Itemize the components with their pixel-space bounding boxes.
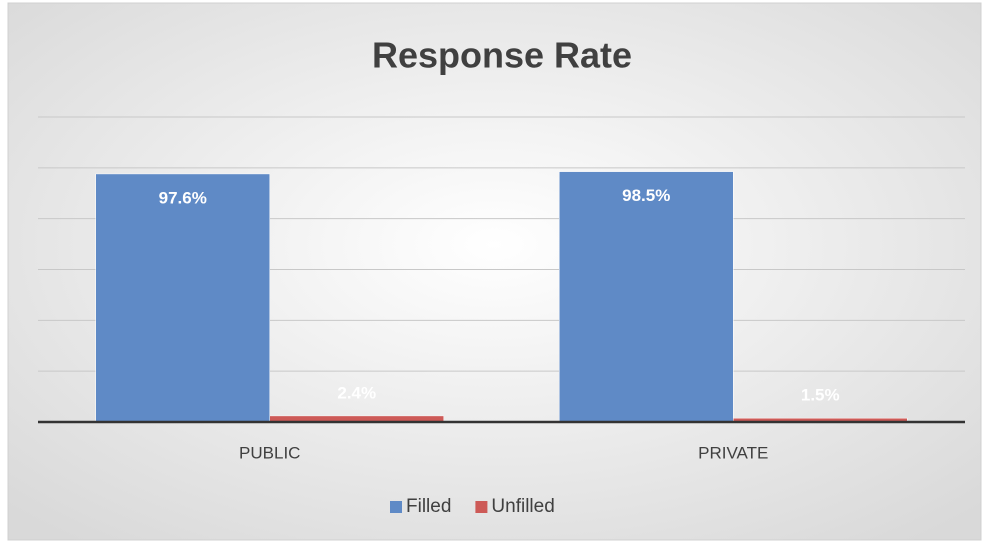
x-tick-label: PUBLIC xyxy=(239,443,300,462)
data-label: 98.5% xyxy=(622,186,670,205)
chart-title: Response Rate xyxy=(372,35,632,76)
data-label: 97.6% xyxy=(159,188,207,207)
x-tick-label: PRIVATE xyxy=(698,443,768,462)
bar xyxy=(95,173,270,423)
legend-swatch xyxy=(390,501,402,513)
data-label: 1.5% xyxy=(801,386,840,405)
bar xyxy=(559,171,734,423)
legend-label: Filled xyxy=(406,496,451,517)
data-label: 2.4% xyxy=(337,383,376,402)
legend-swatch xyxy=(475,501,488,513)
legend-label: Unfilled xyxy=(491,496,554,517)
